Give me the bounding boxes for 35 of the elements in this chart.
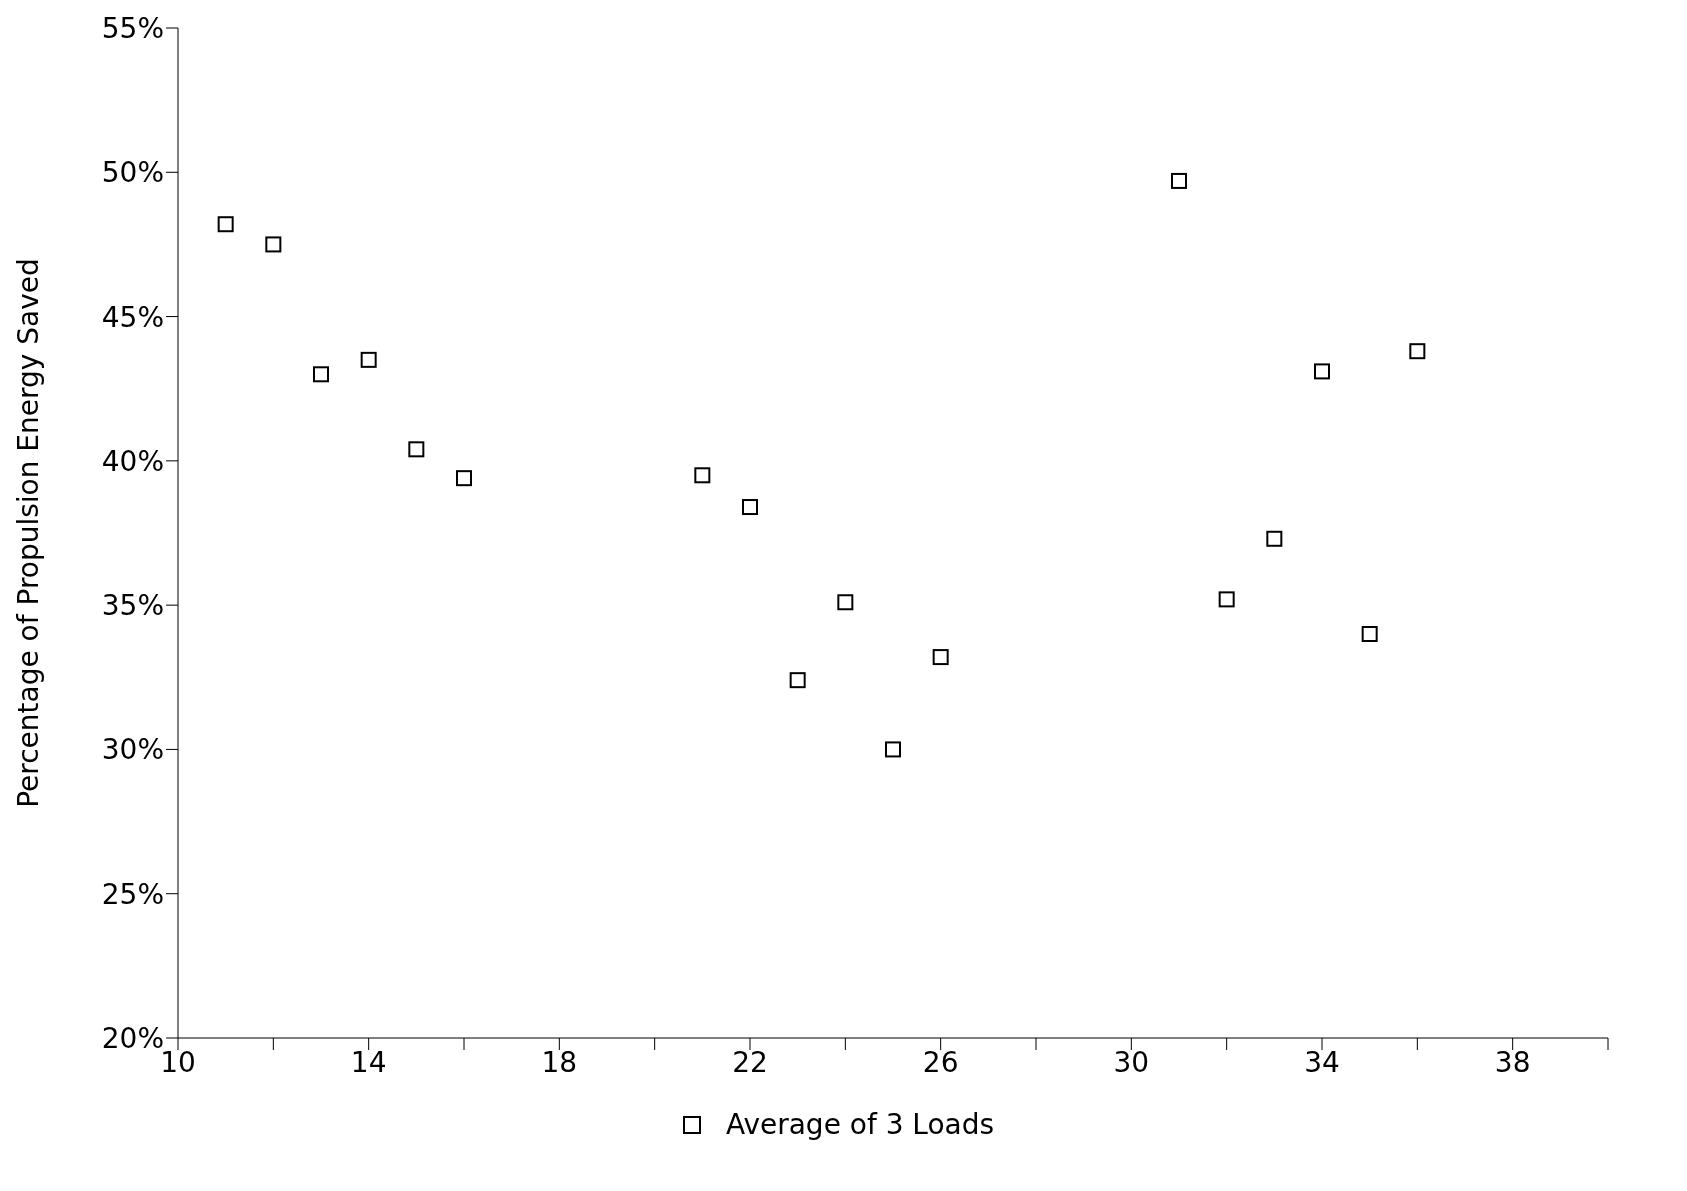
- point: [837, 594, 854, 611]
- point: [360, 351, 377, 368]
- y-tick-label: 55%: [101, 11, 164, 45]
- point: [1171, 172, 1187, 189]
- point: [408, 441, 425, 458]
- point: [1314, 363, 1330, 380]
- x-tick-label: 34: [1304, 1045, 1340, 1079]
- x-tick-label: 30: [1113, 1045, 1150, 1079]
- point: [217, 216, 234, 233]
- point: [456, 470, 472, 487]
- point: [265, 236, 282, 253]
- y-axis-title: Percentage of Propulsion Energy Saved: [11, 258, 45, 808]
- point: [932, 649, 949, 666]
- point: [1409, 343, 1426, 360]
- point: [1266, 530, 1283, 547]
- x-tick-label: 22: [732, 1045, 768, 1079]
- y-tick-label: 30%: [101, 733, 164, 767]
- point: [742, 499, 758, 516]
- y-tick-label: 45%: [101, 300, 164, 334]
- x-tick-label: 14: [350, 1045, 387, 1079]
- point: [1218, 591, 1235, 608]
- point: [694, 467, 711, 484]
- x-tick-label: 38: [1494, 1045, 1531, 1079]
- y-tick-label: 50%: [101, 156, 164, 190]
- y-tick-label: 35%: [101, 589, 164, 623]
- y-tick-label: 20%: [101, 1021, 164, 1055]
- y-tick-label: 40%: [101, 444, 164, 478]
- point: [313, 366, 329, 383]
- x-tick-label: 26: [922, 1045, 959, 1079]
- x-tick-label: 18: [541, 1045, 578, 1079]
- point: [885, 741, 901, 758]
- point: [1361, 626, 1378, 642]
- legend-label: Average of 3 Loads: [725, 1108, 995, 1141]
- y-tick-label: 25%: [101, 877, 164, 911]
- point: [789, 672, 806, 689]
